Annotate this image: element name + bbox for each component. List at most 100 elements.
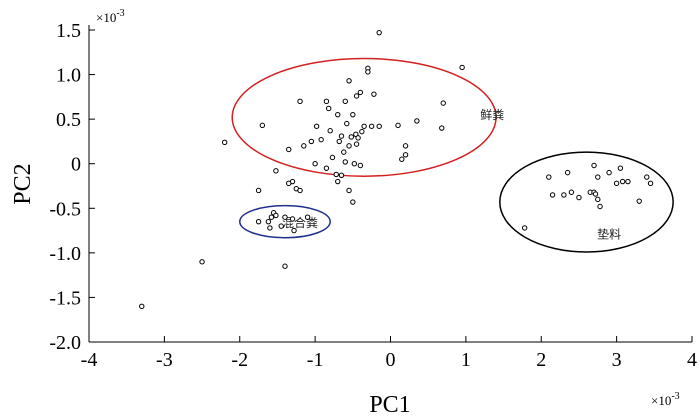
data-point [308, 138, 315, 145]
data-point [313, 123, 320, 129]
axes [88, 25, 692, 343]
x-tick-label: 4 [687, 349, 697, 371]
data-point [342, 159, 348, 165]
data-point [365, 69, 371, 75]
data-point [297, 187, 303, 194]
data-point [301, 143, 307, 149]
data-point [368, 123, 375, 129]
y-tick-label: 0 [71, 154, 81, 176]
data-point [282, 214, 288, 220]
data-point [255, 218, 262, 225]
data-point [568, 189, 575, 195]
data-point [376, 29, 382, 36]
data-point [199, 259, 205, 265]
data-point [414, 118, 420, 124]
fresh-manure-label: 鲜粪 [480, 108, 504, 122]
group-ellipses [231, 57, 674, 253]
mixed-manure-ellipse [239, 204, 331, 239]
data-point [549, 192, 556, 198]
data-point [561, 192, 567, 198]
data-point [355, 135, 361, 141]
data-point [357, 89, 364, 96]
data-point [576, 194, 582, 201]
data-point [595, 174, 601, 180]
data-point [439, 125, 445, 131]
fresh-manure-ellipse [231, 57, 497, 177]
data-point [139, 303, 145, 310]
data-points [139, 29, 654, 310]
data-point [286, 146, 292, 153]
x-tick-label: -2 [231, 349, 248, 371]
x-tick-label: 1 [461, 349, 471, 371]
data-point [282, 263, 288, 269]
data-point [286, 180, 292, 187]
data-point [350, 199, 356, 205]
data-point [267, 225, 273, 231]
data-point [376, 123, 382, 129]
data-point [597, 203, 603, 210]
data-point [619, 178, 626, 185]
data-point [268, 214, 275, 220]
data-point [348, 134, 355, 140]
data-point [329, 154, 336, 161]
data-point [341, 149, 347, 155]
data-point [259, 122, 266, 129]
x-ticks: -4 -3 -2 -1 0 1 2 3 4 [81, 336, 697, 371]
data-point [359, 128, 365, 135]
data-point [312, 161, 318, 167]
data-point [335, 111, 341, 118]
data-point [521, 225, 528, 231]
data-point [346, 187, 352, 194]
x-tick-label: -1 [307, 349, 324, 371]
y-multiplier: ×10-3 [96, 8, 125, 25]
x-axis-title: PC1 [369, 392, 410, 418]
x-tick-label: 2 [536, 349, 546, 371]
data-point [336, 138, 342, 145]
data-point [338, 133, 345, 139]
data-point [255, 187, 262, 194]
x-tick-label: -4 [81, 349, 98, 371]
data-point [606, 169, 612, 176]
x-tick-label: -3 [156, 349, 173, 371]
y-axis-title: PC2 [10, 163, 36, 204]
x-tick-label: 3 [612, 349, 622, 371]
data-point [564, 169, 571, 176]
data-point [440, 100, 446, 106]
data-point [353, 141, 360, 147]
data-point [592, 191, 599, 197]
data-point [335, 178, 341, 185]
data-point [265, 218, 272, 225]
data-point [399, 156, 405, 162]
y-tick-label: -0.5 [49, 198, 81, 220]
data-point [221, 139, 228, 146]
data-point [595, 196, 601, 203]
data-point [402, 152, 409, 158]
y-ticks: 1.5 1.0 0.5 0 -0.5 -1.0 -1.5 -2.0 [49, 20, 95, 354]
y-tick-label: 1.0 [56, 65, 81, 87]
y-tick-label: -1.0 [49, 243, 81, 265]
data-point [273, 168, 279, 174]
data-point [325, 105, 332, 112]
data-point [617, 165, 624, 171]
data-point [371, 91, 377, 97]
data-point [395, 122, 401, 129]
y-tick-label: -1.5 [49, 287, 81, 309]
data-point [344, 120, 350, 127]
data-point [297, 98, 303, 105]
data-point [291, 227, 297, 234]
data-point [647, 180, 654, 187]
data-point [333, 171, 339, 178]
data-point [625, 178, 631, 185]
data-point [613, 180, 620, 187]
data-point [323, 98, 330, 105]
data-point [351, 161, 358, 167]
data-point [304, 214, 311, 220]
data-point [273, 212, 279, 219]
data-point [346, 78, 352, 84]
data-point [459, 64, 465, 71]
data-point [323, 165, 330, 171]
data-point [338, 172, 345, 179]
x-tick-label: 0 [386, 349, 396, 371]
data-point [327, 128, 333, 134]
